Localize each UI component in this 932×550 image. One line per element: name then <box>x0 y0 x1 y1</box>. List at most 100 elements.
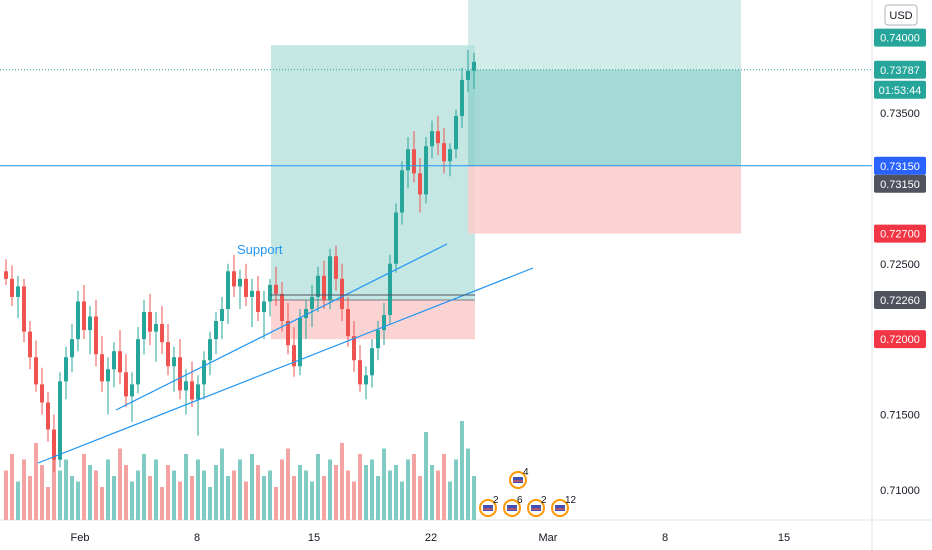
candle-body <box>358 360 362 385</box>
event-flag[interactable]: 4 <box>509 467 529 489</box>
candle-body <box>124 372 128 397</box>
volume-bar <box>448 481 452 520</box>
candle-body <box>388 263 392 316</box>
candle-body <box>178 357 182 391</box>
volume-bar <box>238 459 242 520</box>
price-tag-green: 0.74000 <box>874 28 926 47</box>
y-axis: 0.74000 0.73500 0.73150 0.72500 0.72000 0.715… <box>874 28 926 497</box>
volume-bar <box>304 470 308 520</box>
volume-bar <box>436 470 440 520</box>
volume-bars <box>4 421 476 520</box>
volume-bar <box>430 465 434 520</box>
candle-body <box>370 348 374 376</box>
candlesticks <box>4 49 476 472</box>
candle-body <box>64 357 68 382</box>
candle-body <box>52 429 56 460</box>
candle-body <box>208 339 212 361</box>
price-tag-bg <box>874 330 926 349</box>
event-flag[interactable]: 12 <box>551 495 577 517</box>
candle <box>250 278 254 328</box>
event-flag[interactable]: 2 <box>479 495 499 517</box>
position-1-loss-zone <box>271 299 475 340</box>
volume-bar <box>262 476 266 520</box>
trend-line-upper[interactable] <box>115 243 448 411</box>
trend-lines[interactable] <box>37 243 534 464</box>
volume-bar <box>292 476 296 520</box>
volume-bar <box>220 448 224 520</box>
candle <box>46 391 50 442</box>
economic-events[interactable]: 2 6 2 12 4 <box>479 467 577 517</box>
candle-body <box>316 275 320 297</box>
candle <box>310 284 314 328</box>
x-tick-label: Feb <box>71 532 90 544</box>
volume-bar <box>124 465 128 520</box>
candle <box>166 324 170 376</box>
volume-bar <box>370 459 374 520</box>
volume-bar <box>358 454 362 520</box>
candle <box>220 296 224 340</box>
price-tag-bg <box>874 224 926 243</box>
volume-bar <box>346 470 350 520</box>
candle <box>322 260 326 309</box>
candle <box>274 266 278 306</box>
candle <box>448 143 452 177</box>
currency-selector[interactable]: USD <box>884 4 918 26</box>
volume-bar <box>394 465 398 520</box>
volume-bar <box>466 448 470 520</box>
event-flag[interactable]: 6 <box>503 495 523 517</box>
candle-body <box>286 321 290 346</box>
volume-bar <box>184 454 188 520</box>
volume-bar <box>388 470 392 520</box>
candle <box>280 281 284 332</box>
volume-bar <box>424 432 428 520</box>
candle <box>142 299 146 355</box>
candle <box>418 158 422 213</box>
candle <box>154 312 158 362</box>
candle <box>406 137 410 189</box>
candle-body <box>202 360 206 385</box>
horizontal-lines[interactable] <box>0 69 872 167</box>
candle-body <box>4 271 8 279</box>
price-tag-red: 0.72700 <box>874 224 926 243</box>
candle-body <box>322 275 326 300</box>
volume-bar <box>166 465 170 520</box>
price-tag-bg <box>874 28 926 47</box>
price-tag-label: 0.74000 <box>880 33 920 45</box>
candle <box>238 269 242 309</box>
annotations[interactable]: Support <box>237 242 283 257</box>
support-label[interactable]: Support <box>237 242 283 257</box>
event-flag[interactable]: 2 <box>527 495 547 517</box>
candle <box>124 354 128 407</box>
event-count: 12 <box>565 495 577 506</box>
candle <box>16 275 20 319</box>
volume-bar <box>112 476 116 520</box>
candle <box>268 278 272 317</box>
candle <box>424 137 428 204</box>
candle-body <box>430 131 434 147</box>
trend-line-lower[interactable] <box>37 267 534 464</box>
candle <box>358 345 362 392</box>
price-tag-label: 0.73787 <box>880 65 920 77</box>
volume-bar <box>142 454 146 520</box>
us-flag-icon <box>507 505 517 511</box>
candle <box>196 375 200 436</box>
volume-bar <box>136 470 140 520</box>
volume-bar <box>4 470 8 520</box>
volume-bar <box>130 481 134 520</box>
candle-body <box>28 331 32 358</box>
volume-bar <box>460 421 464 520</box>
candle <box>304 299 308 340</box>
volume-bar <box>202 470 206 520</box>
candle <box>4 259 8 285</box>
candle-body <box>58 381 62 460</box>
volume-bar <box>340 443 344 520</box>
x-tick-label: 8 <box>194 532 200 544</box>
volume-bar <box>316 454 320 520</box>
candle-body <box>454 116 458 150</box>
currency-button[interactable] <box>884 4 918 26</box>
candle <box>52 414 56 472</box>
candle-body <box>142 312 146 340</box>
position-1-profit-zone <box>271 45 475 300</box>
volume-bar <box>196 459 200 520</box>
